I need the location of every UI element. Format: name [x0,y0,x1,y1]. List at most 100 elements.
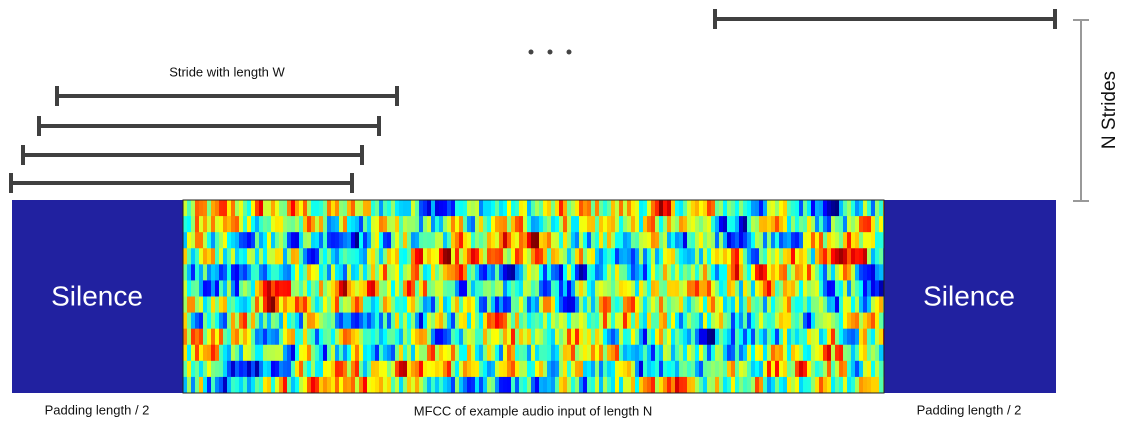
heatmap-cell [303,280,307,297]
heatmap-cell [499,376,503,394]
heatmap-cell [423,344,427,362]
heatmap-cell [199,216,203,233]
heatmap-cell [223,232,227,249]
heatmap-cell [643,312,647,330]
heatmap-cell [651,232,655,249]
heatmap-cell [523,376,527,394]
heatmap-cell [427,232,431,249]
heatmap-cell [323,216,327,233]
heatmap-cell [443,360,447,378]
heatmap-cell [815,376,819,394]
heatmap-cell [739,216,743,233]
heatmap-cell [675,248,679,265]
heatmap-cell [443,200,447,217]
heatmap-cell [451,200,455,217]
heatmap-cell [311,200,315,217]
heatmap-cell [663,344,667,362]
heatmap-cell [607,296,611,314]
heatmap-cell [679,280,683,297]
heatmap-cell [339,360,343,378]
heatmap-cell [487,248,491,265]
heatmap-cell [439,328,443,346]
heatmap-cell [647,200,651,217]
heatmap-cell [319,360,323,378]
heatmap-cell [187,216,191,233]
heatmap-cell [439,312,443,330]
heatmap-cell [667,360,671,378]
heatmap-cell [367,264,371,281]
heatmap-cell [223,280,227,297]
heatmap-cell [631,312,635,330]
heatmap-cell [239,344,243,362]
heatmap-cell [375,280,379,297]
heatmap-cell [695,328,699,346]
heatmap-cell [251,376,255,394]
heatmap-cell [847,344,851,362]
heatmap-cell [483,360,487,378]
heatmap-cell [623,280,627,297]
heatmap-cell [487,360,491,378]
heatmap-cell [355,232,359,249]
heatmap-cell [483,328,487,346]
heatmap-cell [351,200,355,217]
heatmap-cell [451,296,455,314]
heatmap-cell [287,232,291,249]
heatmap-cell [815,312,819,330]
heatmap-cell [871,328,875,346]
heatmap-cell [795,312,799,330]
heatmap-cell [571,312,575,330]
heatmap-cell [495,312,499,330]
heatmap-cell [671,200,675,217]
heatmap-cell [807,264,811,281]
heatmap-cell [323,376,327,394]
heatmap-cell [847,216,851,233]
heatmap-cell [299,216,303,233]
heatmap-cell [291,248,295,265]
heatmap-cell [767,264,771,281]
heatmap-cell [747,344,751,362]
heatmap-cell [559,296,563,314]
heatmap-cell [707,232,711,249]
heatmap-cell [623,248,627,265]
heatmap-cell [851,248,855,265]
heatmap-cell [327,248,331,265]
heatmap-cell [759,216,763,233]
heatmap-cell [375,360,379,378]
heatmap-cell [215,376,219,394]
heatmap-cell [823,248,827,265]
heatmap-cell [195,296,199,314]
heatmap-cell [407,360,411,378]
heatmap-cell [803,264,807,281]
heatmap-cell [623,328,627,346]
heatmap-cell [819,328,823,346]
heatmap-cell [707,376,711,394]
n-strides-bracket [1073,19,1089,202]
heatmap-cell [875,216,879,233]
heatmap-cell [867,200,871,217]
heatmap-cell [415,200,419,217]
heatmap-cell [767,248,771,265]
heatmap-cell [291,200,295,217]
heatmap-cell [331,280,335,297]
heatmap-cell [319,376,323,394]
heatmap-cell [543,376,547,394]
heatmap-cell [675,216,679,233]
heatmap-cell [815,344,819,362]
heatmap-cell [231,344,235,362]
heatmap-cell [475,328,479,346]
heatmap-cell [751,280,755,297]
heatmap-cell [711,376,715,394]
heatmap-cell [787,360,791,378]
heatmap-cell [431,328,435,346]
heatmap-cell [687,296,691,314]
heatmap-cell [767,280,771,297]
heatmap-cell [247,264,251,281]
heatmap-cell [531,280,535,297]
heatmap-cell [579,328,583,346]
heatmap-cell [607,264,611,281]
heatmap-cell [247,328,251,346]
heatmap-cell [851,344,855,362]
heatmap-cell [587,280,591,297]
heatmap-cell [731,328,735,346]
heatmap-cell [631,296,635,314]
